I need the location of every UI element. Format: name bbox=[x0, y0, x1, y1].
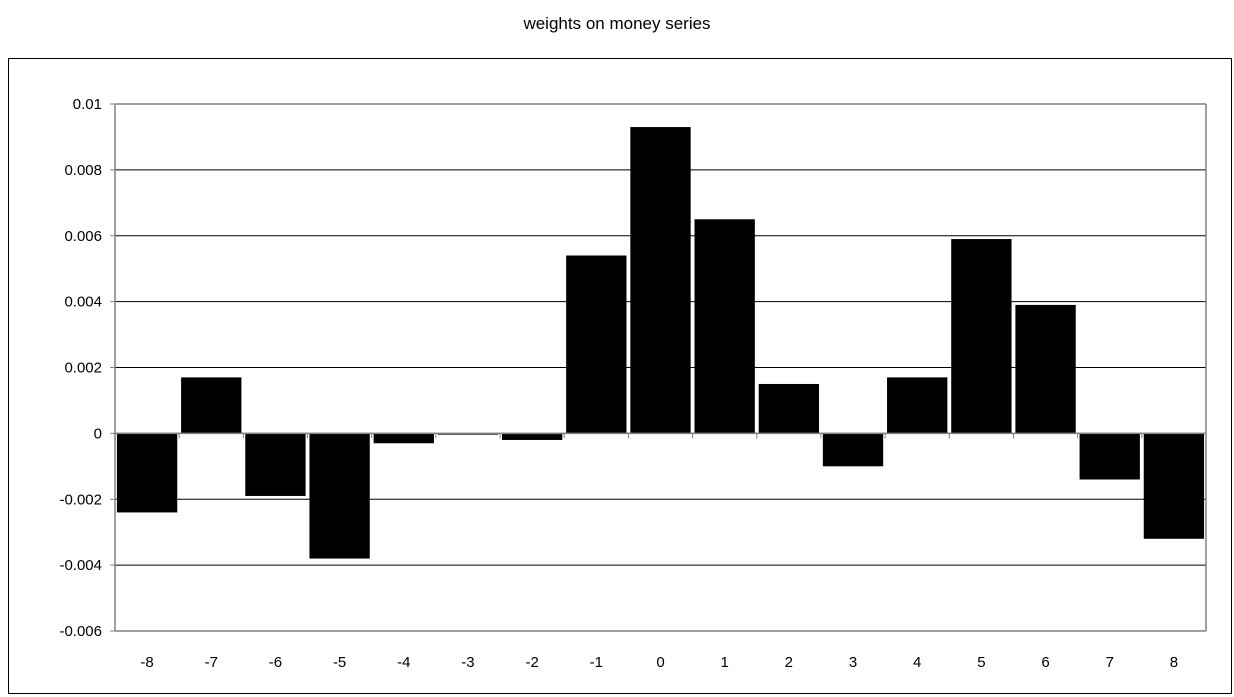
y-tick-label: -0.006 bbox=[59, 623, 102, 640]
bars bbox=[116, 127, 1205, 559]
chart-title: weights on money series bbox=[523, 14, 711, 33]
bar--6 bbox=[245, 433, 306, 496]
x-tick-label: -7 bbox=[205, 654, 218, 671]
y-tick-label: -0.004 bbox=[59, 557, 102, 574]
x-tick-label: -2 bbox=[525, 654, 538, 671]
x-tick-label: 0 bbox=[656, 654, 664, 671]
bar-0 bbox=[630, 127, 691, 434]
y-tick-label: 0.002 bbox=[64, 360, 102, 377]
y-tick-label: 0.006 bbox=[64, 228, 102, 245]
x-tick-label: -8 bbox=[140, 654, 153, 671]
x-tick-label: 2 bbox=[785, 654, 793, 671]
bar--8 bbox=[116, 433, 178, 513]
x-tick-label: 8 bbox=[1170, 654, 1178, 671]
bar--1 bbox=[566, 255, 627, 434]
bar-6 bbox=[1015, 304, 1076, 434]
y-tick-label: 0.004 bbox=[64, 294, 102, 311]
axes bbox=[110, 103, 1207, 632]
x-tick-label: 3 bbox=[849, 654, 857, 671]
y-tick-label: 0.008 bbox=[64, 162, 102, 179]
chart-frame bbox=[8, 58, 1232, 694]
y-tick-label: -0.002 bbox=[59, 491, 102, 508]
bar-8 bbox=[1143, 433, 1205, 539]
x-tick-label: 7 bbox=[1106, 654, 1114, 671]
x-tick-label: 1 bbox=[721, 654, 729, 671]
bar-2 bbox=[758, 383, 820, 434]
x-tick-label: -6 bbox=[269, 654, 282, 671]
x-tick-label: -5 bbox=[333, 654, 346, 671]
bar--4 bbox=[373, 433, 434, 444]
bar-3 bbox=[822, 433, 884, 467]
x-tick-label: -4 bbox=[397, 654, 410, 671]
y-tick-label: 0 bbox=[94, 425, 102, 442]
y-tick-label: 0.01 bbox=[73, 96, 102, 113]
bar-7 bbox=[1079, 433, 1140, 480]
bar-5 bbox=[951, 239, 1012, 434]
x-tick-label: -3 bbox=[461, 654, 474, 671]
bar--2 bbox=[501, 433, 563, 440]
bar--5 bbox=[309, 433, 370, 559]
x-tick-label: 4 bbox=[913, 654, 921, 671]
x-tick-label: 5 bbox=[977, 654, 985, 671]
x-tick-label: 6 bbox=[1041, 654, 1049, 671]
x-tick-label: -1 bbox=[590, 654, 603, 671]
y-tick-labels: 0.01 0.008 0.006 0.004 0.002 0 -0.002 -0.004 -0.… bbox=[59, 96, 102, 640]
bar--7 bbox=[181, 377, 242, 434]
bar-1 bbox=[694, 219, 755, 434]
x-tick-labels: -8 -7 -6 -5 -4 -3 -2 -1 0 1 2 3 4 5 6 7 8 bbox=[140, 654, 1178, 671]
bar-4 bbox=[887, 377, 948, 434]
